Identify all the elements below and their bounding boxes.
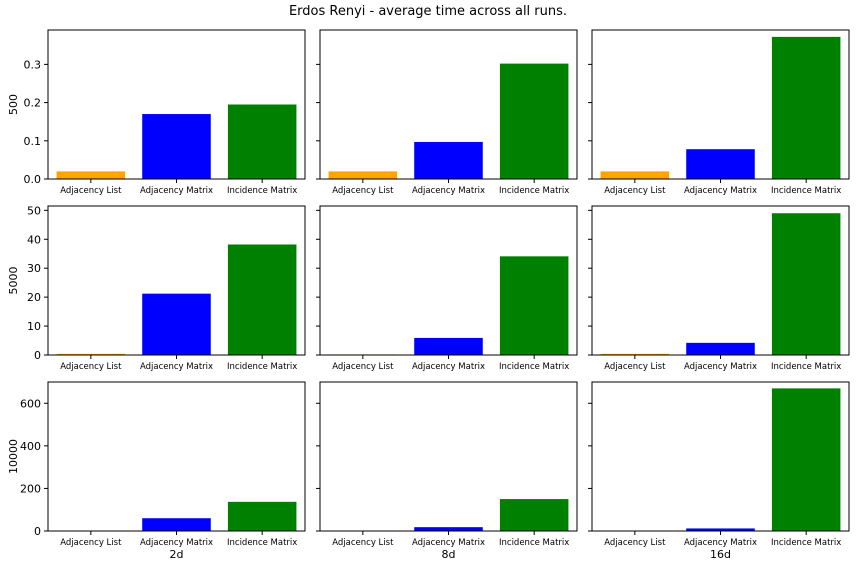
y-tick-label: 40: [27, 233, 41, 246]
x-tick-label: Incidence Matrix: [227, 186, 297, 196]
y-tick-label: 20: [27, 291, 41, 304]
x-tick-label: Adjacency Matrix: [412, 186, 485, 196]
y-tick-label: 400: [20, 440, 41, 453]
bar-adjacency-list: [329, 171, 398, 179]
x-tick-label: Adjacency List: [332, 538, 394, 548]
y-tick-label: 10: [27, 320, 41, 333]
bar-adjacency-list: [57, 171, 126, 179]
x-tick-label: Incidence Matrix: [499, 186, 569, 196]
y-axis-label: 500: [7, 94, 20, 115]
bar-incidence-matrix: [500, 499, 569, 531]
bar-incidence-matrix: [772, 213, 841, 355]
x-tick-label: Adjacency List: [332, 186, 394, 196]
x-tick-label: Adjacency Matrix: [140, 538, 213, 548]
y-axis-label: 10000: [7, 439, 20, 474]
x-tick-label: Adjacency List: [60, 186, 122, 196]
x-tick-label: Incidence Matrix: [499, 538, 569, 548]
x-tick-label: Incidence Matrix: [771, 362, 841, 372]
bar-incidence-matrix: [772, 37, 841, 179]
x-axis-label: 2d: [170, 548, 184, 561]
bar-adjacency-matrix: [142, 114, 211, 179]
x-tick-label: Adjacency Matrix: [412, 362, 485, 372]
bar-incidence-matrix: [772, 388, 841, 531]
y-tick-label: 50: [27, 204, 41, 217]
bar-adjacency-matrix: [686, 343, 755, 355]
x-tick-label: Incidence Matrix: [227, 538, 297, 548]
bar-adjacency-matrix: [142, 294, 211, 355]
bar-adjacency-list: [601, 171, 670, 179]
x-tick-label: Adjacency List: [60, 538, 122, 548]
y-axis-label: 5000: [7, 267, 20, 295]
x-tick-label: Adjacency Matrix: [684, 538, 757, 548]
y-tick-label: 0: [34, 525, 41, 538]
bar-incidence-matrix: [228, 502, 297, 531]
bar-incidence-matrix: [228, 105, 297, 180]
bar-incidence-matrix: [500, 256, 569, 355]
y-tick-label: 0.0: [24, 173, 42, 186]
x-tick-label: Adjacency List: [60, 362, 122, 372]
bar-adjacency-matrix: [414, 527, 483, 531]
y-tick-label: 200: [20, 482, 41, 495]
x-tick-label: Incidence Matrix: [499, 362, 569, 372]
x-tick-label: Adjacency Matrix: [684, 362, 757, 372]
x-axis-label: 8d: [442, 548, 456, 561]
y-tick-label: 0.1: [24, 135, 42, 148]
x-tick-label: Adjacency Matrix: [412, 538, 485, 548]
y-tick-label: 0: [34, 349, 41, 362]
bar-incidence-matrix: [500, 64, 569, 179]
bar-adjacency-matrix: [142, 518, 211, 531]
x-tick-label: Adjacency List: [604, 362, 666, 372]
x-tick-label: Adjacency Matrix: [684, 186, 757, 196]
x-tick-label: Incidence Matrix: [771, 186, 841, 196]
y-tick-label: 0.3: [24, 58, 42, 71]
y-tick-label: 30: [27, 262, 41, 275]
bar-incidence-matrix: [228, 244, 297, 355]
chart-title: Erdos Renyi - average time across all ru…: [0, 4, 856, 19]
x-tick-label: Adjacency List: [604, 186, 666, 196]
bar-adjacency-matrix: [414, 338, 483, 355]
x-tick-label: Incidence Matrix: [771, 538, 841, 548]
bar-adjacency-matrix: [686, 149, 755, 179]
x-tick-label: Adjacency Matrix: [140, 362, 213, 372]
y-tick-label: 0.2: [24, 97, 42, 110]
x-tick-label: Adjacency Matrix: [140, 186, 213, 196]
x-tick-label: Adjacency List: [332, 362, 394, 372]
bar-adjacency-matrix: [414, 142, 483, 179]
y-tick-label: 600: [20, 397, 41, 410]
x-axis-label: 16d: [710, 548, 731, 561]
x-tick-label: Incidence Matrix: [227, 362, 297, 372]
x-tick-label: Adjacency List: [604, 538, 666, 548]
